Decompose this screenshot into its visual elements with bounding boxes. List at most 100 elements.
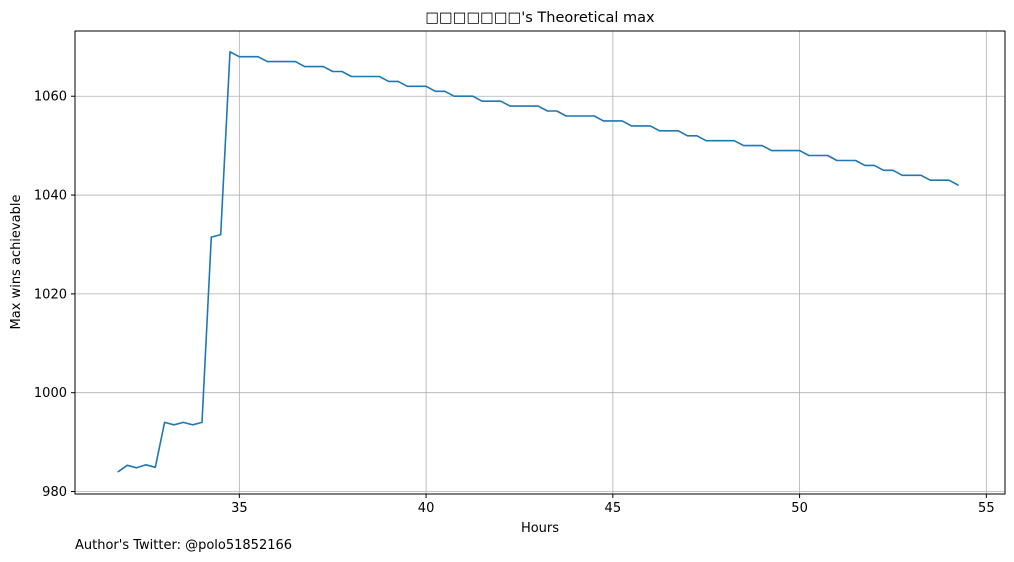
x-tick-label: 55 bbox=[978, 501, 995, 516]
data-point bbox=[686, 135, 689, 137]
grid bbox=[75, 31, 1005, 494]
data-point bbox=[696, 135, 698, 137]
plot-frame bbox=[74, 30, 1006, 495]
data-point bbox=[761, 145, 763, 147]
data-point bbox=[182, 421, 184, 423]
x-axis-label: Hours bbox=[521, 521, 559, 536]
data-point bbox=[248, 56, 250, 58]
data-point bbox=[752, 145, 754, 147]
y-tick-label: 980 bbox=[42, 485, 67, 500]
y-tick-label: 1020 bbox=[34, 287, 67, 302]
data-point bbox=[593, 115, 595, 117]
data-point bbox=[500, 100, 502, 102]
data-point bbox=[602, 120, 605, 122]
data-point bbox=[649, 125, 651, 127]
x-axis: 35 40 45 50 55 bbox=[231, 494, 995, 516]
data-point bbox=[630, 125, 633, 127]
data-point bbox=[378, 75, 380, 78]
data-point bbox=[948, 179, 950, 181]
data-point bbox=[612, 120, 614, 122]
author-credit: Author's Twitter: @polo51852166 bbox=[75, 538, 293, 553]
y-tick-label: 1040 bbox=[34, 189, 67, 204]
data-point bbox=[621, 120, 623, 122]
data-point bbox=[490, 100, 493, 102]
data-point bbox=[173, 424, 175, 426]
data-point bbox=[341, 70, 343, 73]
data-point bbox=[780, 149, 782, 152]
data-point bbox=[229, 51, 231, 53]
data-point bbox=[518, 105, 521, 107]
data-point bbox=[192, 424, 194, 426]
data-point bbox=[117, 471, 119, 473]
data-point bbox=[388, 80, 390, 83]
data-point bbox=[350, 75, 352, 78]
data-point bbox=[509, 105, 511, 107]
data-point bbox=[892, 169, 894, 171]
data-point bbox=[742, 145, 745, 147]
data-point bbox=[957, 184, 959, 186]
data-point bbox=[462, 95, 465, 97]
data-point bbox=[453, 95, 455, 97]
series-layer bbox=[117, 50, 959, 473]
data-point bbox=[808, 154, 810, 157]
x-tick-label: 50 bbox=[791, 501, 808, 516]
data-point bbox=[481, 100, 483, 102]
data-point bbox=[770, 149, 773, 152]
data-point bbox=[537, 105, 539, 107]
data-point bbox=[313, 65, 315, 68]
chart-title: □□□□□□□'s Theoretical max bbox=[425, 10, 655, 26]
data-point bbox=[528, 105, 530, 107]
data-point bbox=[714, 140, 717, 142]
data-point bbox=[920, 174, 922, 176]
data-point bbox=[294, 61, 296, 63]
data-point bbox=[285, 61, 287, 63]
data-point bbox=[640, 125, 642, 127]
data-point bbox=[201, 421, 203, 423]
x-tick-label: 45 bbox=[605, 501, 622, 516]
data-point bbox=[677, 130, 679, 132]
data-point bbox=[724, 140, 726, 142]
data-point bbox=[911, 174, 913, 176]
data-point bbox=[574, 115, 577, 117]
data-point bbox=[406, 85, 409, 87]
data-point bbox=[733, 140, 735, 142]
series-line bbox=[117, 50, 959, 473]
data-point bbox=[304, 65, 306, 68]
x-tick-label: 40 bbox=[418, 501, 435, 516]
data-point bbox=[136, 467, 138, 469]
x-tick-label: 35 bbox=[231, 501, 248, 516]
data-point bbox=[658, 130, 661, 132]
data-point bbox=[154, 466, 156, 468]
data-point bbox=[257, 56, 259, 58]
data-point bbox=[864, 164, 866, 167]
data-point bbox=[565, 115, 567, 117]
data-point bbox=[210, 236, 212, 238]
data-point bbox=[883, 169, 885, 171]
data-point bbox=[332, 70, 334, 73]
data-point bbox=[556, 110, 558, 112]
data-point bbox=[855, 159, 857, 162]
data-point bbox=[444, 90, 446, 92]
y-tick-label: 1000 bbox=[34, 386, 67, 401]
data-point bbox=[873, 164, 875, 167]
data-point bbox=[164, 421, 166, 423]
data-point bbox=[276, 61, 278, 63]
data-point bbox=[584, 115, 586, 117]
data-point bbox=[705, 140, 707, 142]
data-point bbox=[425, 85, 427, 87]
data-point bbox=[798, 149, 801, 152]
data-point bbox=[901, 174, 903, 176]
data-point bbox=[929, 179, 931, 181]
data-point bbox=[939, 179, 941, 181]
data-point bbox=[416, 85, 418, 87]
data-point bbox=[220, 233, 222, 236]
data-point bbox=[668, 130, 670, 132]
data-point bbox=[472, 95, 474, 97]
data-point bbox=[145, 464, 147, 466]
data-point bbox=[817, 154, 819, 157]
data-point bbox=[360, 75, 362, 78]
y-axis-label: Max wins achievable bbox=[9, 195, 24, 330]
data-point bbox=[126, 464, 128, 466]
data-point bbox=[845, 159, 847, 162]
